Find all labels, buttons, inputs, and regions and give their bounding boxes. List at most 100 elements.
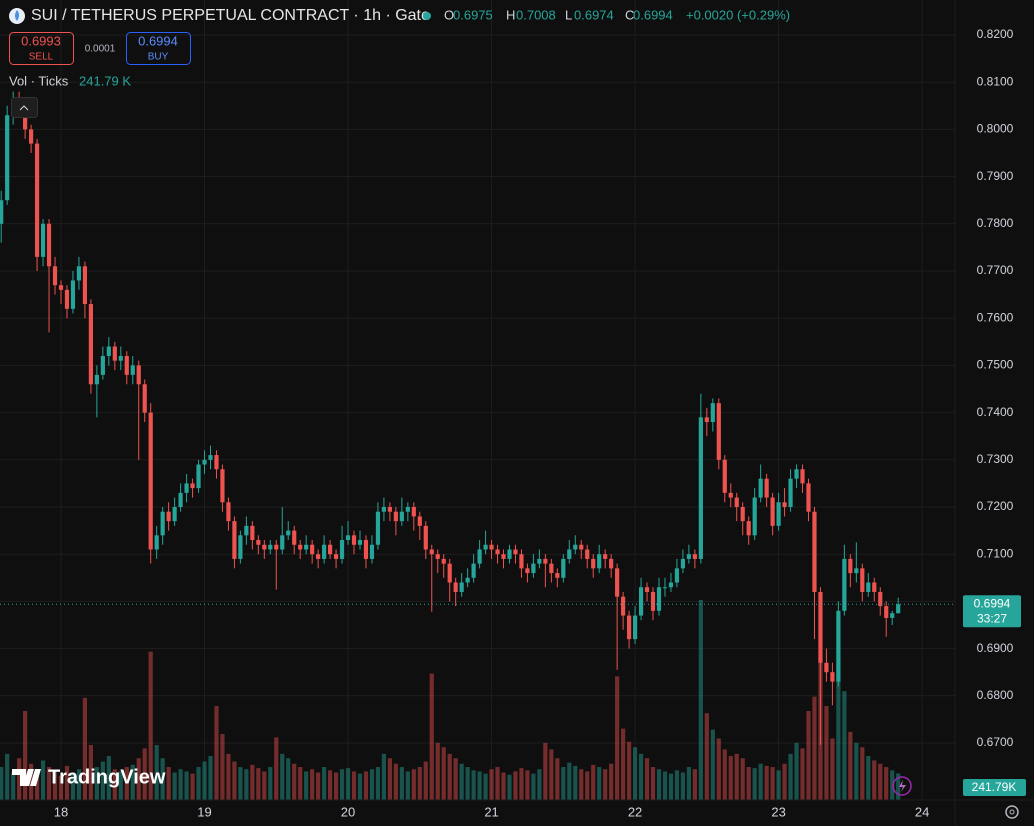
candle-body (238, 535, 243, 559)
y-tick-label: 0.6900 (977, 641, 1014, 655)
candle-body (172, 506, 177, 522)
candle-body (381, 506, 387, 512)
symbol-icon (15, 10, 19, 21)
volume-bar (668, 773, 674, 800)
sell-label: SELL (29, 52, 54, 63)
volume-bar (190, 773, 195, 800)
volume-bar (776, 770, 781, 800)
volume-bar (256, 768, 261, 800)
settings-button[interactable] (1005, 805, 1019, 819)
candle-body (82, 266, 88, 305)
candle-body (435, 554, 440, 559)
volume-bar (106, 756, 111, 800)
volume-bar (609, 763, 614, 800)
candle-body (890, 613, 895, 618)
volume-bar (680, 772, 686, 800)
x-tick-label: 24 (915, 804, 929, 819)
candle-body (716, 403, 721, 460)
candle-body (316, 554, 321, 559)
candle-body (286, 530, 291, 536)
sell-button[interactable] (9, 32, 74, 65)
candle-body (459, 582, 464, 592)
volume-bar (567, 762, 572, 800)
volume-bar (549, 749, 554, 800)
ohlc-value: 0.6975 (453, 7, 493, 22)
candle-body (860, 568, 865, 592)
alert-button[interactable] (892, 776, 912, 796)
volume-bar (298, 767, 303, 800)
buy-price: 0.6994 (138, 33, 178, 48)
candle-body (417, 516, 422, 526)
candle-body (465, 577, 470, 583)
volume-bar (794, 742, 799, 800)
volume-bar (363, 771, 369, 800)
volume-bar (644, 758, 650, 800)
x-tick-label: 22 (628, 804, 642, 819)
volume-bar (130, 764, 135, 800)
candle-body (626, 615, 632, 640)
y-tick-label: 0.8100 (977, 74, 1014, 88)
candle-body (142, 384, 147, 413)
candle-body (447, 563, 452, 583)
candle-body (525, 568, 530, 574)
candle-body (244, 525, 249, 536)
candle-body (836, 610, 841, 682)
volume-bar (310, 769, 315, 800)
volume-bar (166, 767, 171, 800)
logo-icon (12, 769, 41, 786)
volume-bar (232, 761, 237, 800)
buy-button[interactable] (126, 32, 191, 65)
volume-bar (393, 763, 398, 800)
candle-body (728, 492, 733, 498)
candle-body (555, 573, 560, 578)
candle-body (848, 558, 853, 574)
candle-body (615, 568, 620, 597)
ohlc-value: 0.6994 (633, 7, 673, 22)
candle-body (668, 582, 674, 588)
volume-bar (447, 753, 452, 800)
volume-bar (286, 758, 291, 800)
candle-body (339, 540, 345, 559)
y-tick-label: 0.7900 (977, 169, 1014, 183)
candle-body (268, 544, 273, 550)
volume-bar (100, 761, 105, 800)
collapse-icon (19, 105, 29, 111)
volume-bar (411, 769, 416, 800)
candle-body (579, 544, 584, 550)
volume-bar (250, 764, 255, 800)
volume-bar (453, 758, 458, 800)
candle-body (764, 478, 769, 498)
candle-body (274, 544, 279, 550)
volume-bar (716, 738, 721, 800)
volume-bar (429, 673, 434, 800)
volume-bar (465, 767, 470, 800)
collapse-button[interactable] (11, 97, 38, 118)
volume-bar (345, 768, 351, 800)
candle-body (872, 582, 877, 592)
volume-bar (34, 769, 40, 800)
candle-body (214, 455, 219, 470)
candle-body (567, 549, 572, 559)
volume-bar (674, 770, 680, 800)
candle-body (190, 483, 195, 489)
chart-title: SUI / TETHERUS PERPETUAL CONTRACT · 1h ·… (31, 7, 430, 24)
candle-body (704, 417, 709, 423)
volume-bar (381, 753, 387, 800)
volume-bar (866, 756, 871, 800)
candle-body (471, 563, 476, 578)
volume-bar (214, 706, 219, 800)
candle-body (800, 469, 805, 484)
y-tick-label: 0.6700 (977, 735, 1014, 749)
volume-bar (52, 771, 58, 800)
alert-icon (899, 780, 906, 792)
volume-bar (489, 769, 494, 800)
volume-bar (632, 747, 638, 800)
volume-bar (244, 769, 249, 800)
volume-bar (196, 767, 201, 800)
volume-bar (830, 738, 835, 800)
candle-body (543, 558, 548, 564)
volume-pane (0, 600, 901, 800)
candle-body (842, 558, 847, 611)
volume-bar (854, 742, 859, 800)
candle-body (770, 497, 775, 526)
